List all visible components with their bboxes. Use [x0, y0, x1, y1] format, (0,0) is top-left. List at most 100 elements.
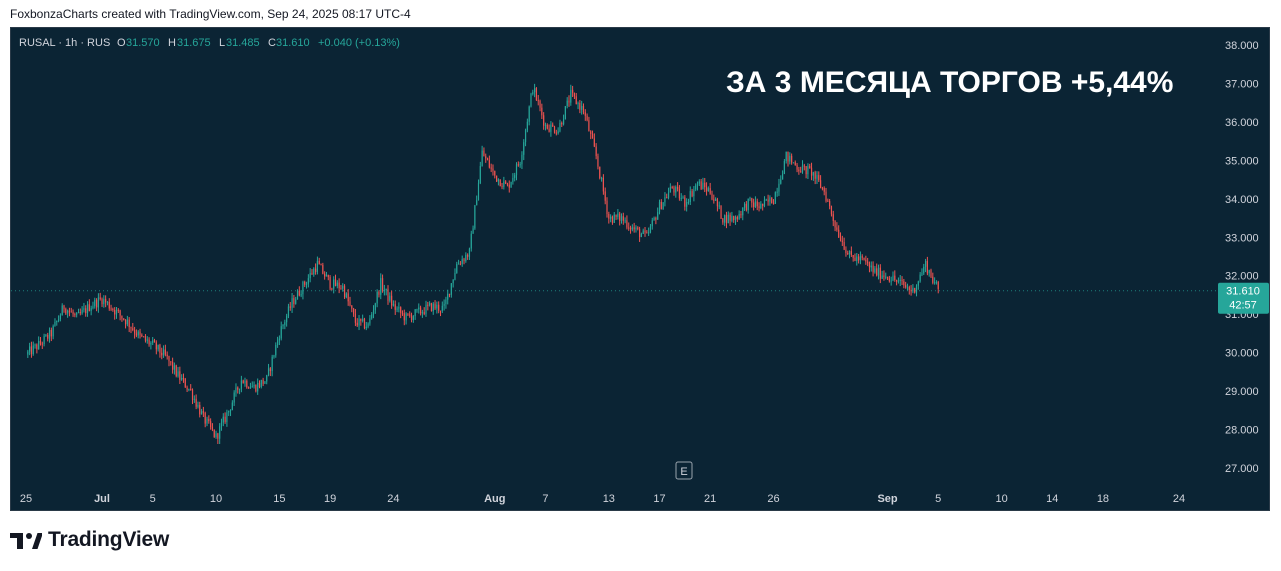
candle-body	[731, 215, 733, 221]
candle-body	[897, 280, 900, 282]
candle-body	[43, 336, 45, 345]
candle-body	[485, 156, 487, 159]
candle-body	[505, 181, 507, 184]
candle-body	[224, 416, 226, 422]
candle-body	[400, 307, 402, 313]
candle-body	[121, 315, 123, 319]
candle-body	[383, 290, 385, 292]
candle-body	[463, 259, 465, 262]
candle-body	[29, 346, 31, 352]
candle-body	[497, 179, 500, 182]
candle-body	[128, 319, 130, 328]
candle-body	[188, 388, 190, 390]
candle-body	[934, 282, 936, 284]
candle-body	[289, 306, 291, 308]
candle-body	[284, 322, 286, 325]
candle-body	[794, 162, 796, 166]
candle-body	[595, 146, 597, 157]
legend-change: +0.040 (+0.13%)	[318, 37, 400, 49]
candle-body	[562, 119, 565, 125]
candle-body	[249, 387, 252, 389]
candle-body	[570, 89, 572, 103]
candle-body	[886, 276, 889, 279]
x-tick-label: 24	[1173, 493, 1185, 505]
candle-body	[610, 216, 612, 219]
candle-body	[921, 273, 923, 275]
candle-body	[447, 293, 449, 300]
candle-body	[626, 220, 628, 228]
candle-body	[432, 303, 434, 311]
annotation-text[interactable]: ЗА 3 МЕСЯЦА ТОРГОВ +5,44%	[726, 66, 1173, 99]
price-axis[interactable]: 38.000 37.000 36.000 35.000 34.000 33.000 32.0…	[1225, 40, 1259, 475]
candle-body	[45, 334, 47, 337]
candle-body	[503, 181, 505, 187]
candle-body	[535, 88, 538, 101]
candle-body	[736, 216, 738, 220]
time-axis[interactable]: 25 Jul 5 10 15 19 24 Aug 7 13 17 21 26 Sep 5 10 14 18 24	[20, 493, 1185, 505]
candle-body	[832, 214, 834, 221]
candle-body	[725, 215, 728, 224]
candle-body	[861, 256, 863, 258]
candle-body	[548, 128, 550, 132]
candle-body	[648, 232, 650, 234]
candle-body	[70, 311, 72, 313]
candle-body	[410, 315, 413, 320]
candle-body	[704, 182, 706, 188]
candle-body	[901, 279, 903, 282]
candle-body	[267, 368, 270, 376]
candle-body	[130, 327, 132, 329]
candle-body	[546, 124, 548, 129]
candle-body	[380, 278, 382, 295]
candle-body	[796, 165, 798, 170]
candle-body	[488, 160, 490, 168]
candle-body	[863, 257, 865, 260]
candle-body	[753, 202, 755, 207]
candle-body	[257, 382, 259, 392]
candle-body	[935, 282, 938, 284]
candle-body	[248, 387, 250, 389]
candle-body	[506, 183, 509, 185]
candle-body	[845, 249, 847, 253]
candle-body	[206, 418, 208, 424]
x-tick-label: 15	[273, 493, 285, 505]
candle-body	[613, 214, 615, 223]
candle-body	[582, 105, 585, 113]
candle-body	[210, 421, 212, 427]
chart-frame[interactable]: 38.000 37.000 36.000 35.000 34.000 33.000 32.0…	[10, 27, 1270, 511]
candle-body	[617, 213, 619, 217]
legend-open-label: O	[117, 37, 126, 49]
candle-body	[762, 203, 764, 206]
candle-body	[177, 371, 179, 377]
candle-body	[903, 281, 905, 286]
legend-low-value: 31.485	[226, 37, 260, 49]
candle-body	[856, 256, 858, 261]
candle-body	[541, 107, 543, 116]
candle-body	[381, 278, 384, 291]
candle-body	[619, 213, 621, 221]
candle-body	[544, 124, 547, 126]
y-tick-label: 34.000	[1225, 194, 1259, 206]
candle-body	[839, 237, 842, 241]
candle-body	[700, 181, 702, 190]
candle-body	[229, 410, 232, 412]
candle-body	[450, 283, 452, 295]
candle-body	[271, 356, 273, 372]
candle-body	[273, 355, 275, 357]
candle-body	[638, 228, 641, 238]
event-marker[interactable]: E	[675, 461, 693, 480]
candle-body	[322, 264, 324, 274]
candle-body	[465, 254, 467, 262]
price-chart[interactable]: 38.000 37.000 36.000 35.000 34.000 33.000 32.0…	[11, 28, 1269, 510]
candle-body	[805, 166, 807, 175]
candle-body	[926, 260, 928, 274]
candle-body	[526, 121, 528, 131]
candle-body	[331, 288, 333, 290]
legend-symbol[interactable]: RUSAL · 1h · RUS	[19, 37, 110, 49]
candle-body	[430, 303, 433, 311]
candle-body	[195, 398, 197, 407]
candle-body	[673, 187, 675, 193]
candle-body	[724, 215, 726, 223]
candle-body	[108, 301, 110, 309]
tradingview-logo[interactable]: TradingView	[10, 528, 169, 552]
candle-body	[235, 387, 237, 393]
